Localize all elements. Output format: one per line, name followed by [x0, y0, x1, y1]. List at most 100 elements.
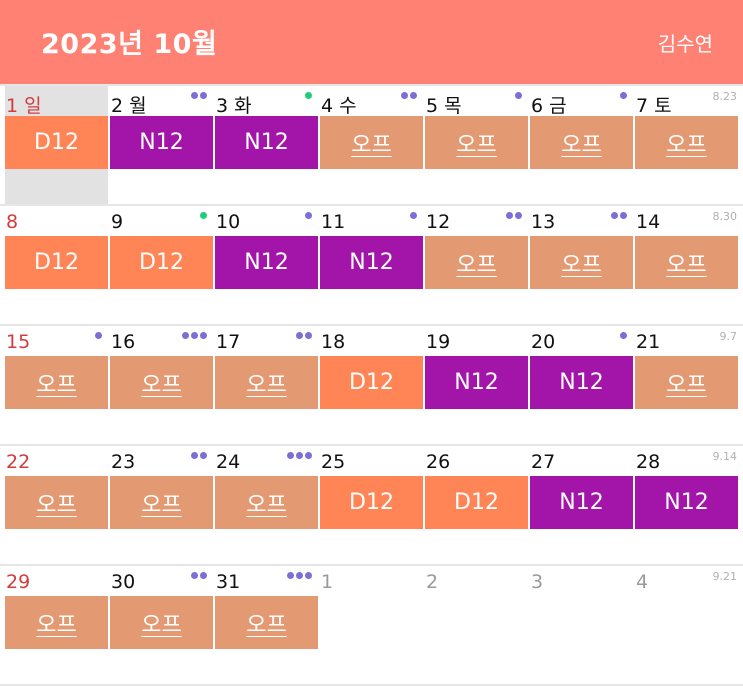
shift-badge[interactable]: 오프	[530, 116, 633, 169]
day-cell[interactable]: 24 오프	[215, 446, 318, 564]
day-cell[interactable]: 30 오프	[110, 566, 213, 684]
shift-badge[interactable]: 오프	[5, 356, 108, 409]
event-dot-icon	[620, 212, 627, 219]
event-dots	[182, 332, 207, 339]
user-name[interactable]: 김수연	[657, 32, 713, 56]
day-cell[interactable]: 20 N12	[530, 326, 633, 444]
shift-badge[interactable]: N12	[530, 476, 633, 529]
event-dot-icon	[620, 332, 627, 339]
event-dot-icon	[191, 332, 198, 339]
shift-badge[interactable]: 오프	[5, 476, 108, 529]
day-number: 11	[321, 211, 346, 233]
day-cell[interactable]: 19 N12	[425, 326, 528, 444]
event-dots	[506, 212, 522, 219]
event-dot-icon	[515, 212, 522, 219]
shift-badge[interactable]: N12	[215, 116, 318, 169]
day-cell[interactable]: 12 오프	[425, 206, 528, 324]
day-number: 1 일	[6, 95, 42, 117]
shift-badge[interactable]: 오프	[215, 476, 318, 529]
day-cell[interactable]: 13 오프	[530, 206, 633, 324]
shift-badge[interactable]: D12	[110, 236, 213, 289]
day-cell[interactable]: 18 D12	[320, 326, 423, 444]
day-cell[interactable]: 14 오프	[635, 206, 738, 324]
week-divider	[0, 444, 743, 446]
day-cell[interactable]: 17 오프	[215, 326, 318, 444]
shift-badge[interactable]: 오프	[320, 116, 423, 169]
event-dots	[296, 332, 312, 339]
day-cell[interactable]: 21 오프	[635, 326, 738, 444]
event-dot-icon	[611, 212, 618, 219]
event-dot-icon	[515, 92, 522, 99]
shift-badge[interactable]: 오프	[635, 356, 738, 409]
shift-badge[interactable]: 오프	[425, 236, 528, 289]
day-cell[interactable]: 8 D12	[5, 206, 108, 324]
event-dot-icon	[296, 452, 303, 459]
event-dot-icon	[95, 332, 102, 339]
event-dot-icon	[191, 452, 198, 459]
day-cell[interactable]: 11 N12	[320, 206, 423, 324]
shift-badge[interactable]: 오프	[425, 116, 528, 169]
week-label: 8.30	[712, 210, 738, 223]
day-cell[interactable]: 27 N12	[530, 446, 633, 564]
day-number: 16	[111, 331, 136, 353]
shift-badge[interactable]: 오프	[215, 356, 318, 409]
shift-badge[interactable]: N12	[530, 356, 633, 409]
day-number: 5 목	[426, 95, 462, 117]
day-cell[interactable]: 7 토 오프	[635, 86, 738, 204]
event-dot-icon	[620, 92, 627, 99]
shift-badge[interactable]: 오프	[635, 236, 738, 289]
event-dots	[191, 92, 207, 99]
week-row: 15 오프 16 오프 17 오프 18 D12 19 N12 20 N12 21 오프 9.7	[0, 324, 743, 444]
shift-badge[interactable]: 오프	[110, 596, 213, 649]
day-cell[interactable]: 28 N12	[635, 446, 738, 564]
event-dot-icon	[410, 212, 417, 219]
calendar-header: 2023년 10월 김수연	[0, 0, 743, 84]
day-cell[interactable]: 1 일 D12	[5, 86, 108, 204]
day-cell[interactable]: 16 오프	[110, 326, 213, 444]
day-cell[interactable]: 2	[425, 566, 528, 684]
day-cell[interactable]: 1	[320, 566, 423, 684]
day-cell[interactable]: 5 목 오프	[425, 86, 528, 204]
month-title[interactable]: 2023년 10월	[41, 29, 218, 60]
shift-badge[interactable]: 오프	[530, 236, 633, 289]
day-cell[interactable]: 6 금 오프	[530, 86, 633, 204]
shift-badge[interactable]: N12	[425, 356, 528, 409]
day-cell[interactable]: 15 오프	[5, 326, 108, 444]
shift-badge[interactable]: 오프	[635, 116, 738, 169]
event-dot-icon	[305, 452, 312, 459]
day-cell[interactable]: 10 N12	[215, 206, 318, 324]
day-cell[interactable]: 31 오프	[215, 566, 318, 684]
shift-badge[interactable]: 오프	[215, 596, 318, 649]
day-cell[interactable]: 4	[635, 566, 738, 684]
event-dots	[620, 332, 627, 339]
shift-badge[interactable]: D12	[320, 476, 423, 529]
day-cell[interactable]: 25 D12	[320, 446, 423, 564]
day-number: 29	[6, 571, 31, 593]
day-number: 9	[111, 211, 124, 233]
shift-badge[interactable]: D12	[425, 476, 528, 529]
day-cell[interactable]: 29 오프	[5, 566, 108, 684]
shift-badge[interactable]: N12	[635, 476, 738, 529]
shift-badge[interactable]: 오프	[110, 476, 213, 529]
day-cell[interactable]: 2 월 N12	[110, 86, 213, 204]
day-cell[interactable]: 26 D12	[425, 446, 528, 564]
event-dot-icon	[200, 212, 207, 219]
shift-badge[interactable]: N12	[320, 236, 423, 289]
shift-badge[interactable]: D12	[5, 236, 108, 289]
shift-badge[interactable]: 오프	[5, 596, 108, 649]
day-cell[interactable]: 4 수 오프	[320, 86, 423, 204]
day-number: 19	[426, 331, 451, 353]
shift-badge[interactable]: N12	[215, 236, 318, 289]
event-dot-icon	[296, 332, 303, 339]
shift-badge[interactable]: N12	[110, 116, 213, 169]
day-cell[interactable]: 9 D12	[110, 206, 213, 324]
day-cell[interactable]: 23 오프	[110, 446, 213, 564]
day-cell[interactable]: 22 오프	[5, 446, 108, 564]
week-label: 9.14	[712, 450, 738, 463]
shift-badge[interactable]: 오프	[110, 356, 213, 409]
shift-badge[interactable]: D12	[320, 356, 423, 409]
day-cell[interactable]: 3	[530, 566, 633, 684]
day-cell[interactable]: 3 화 N12	[215, 86, 318, 204]
shift-badge[interactable]: D12	[5, 116, 108, 169]
